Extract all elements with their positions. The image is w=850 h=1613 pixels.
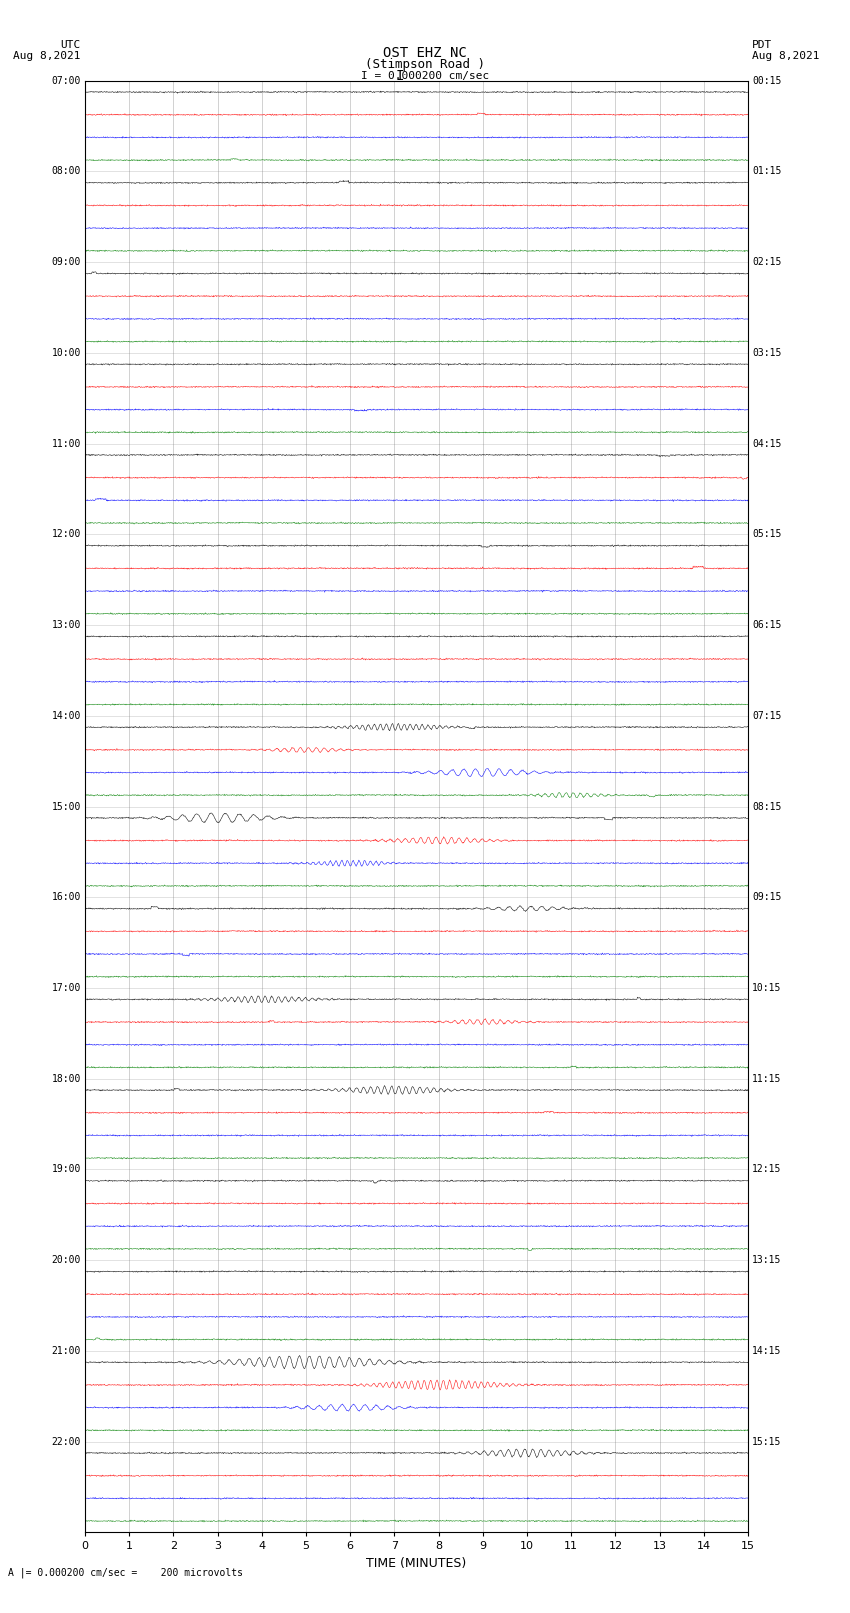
Text: (Stimpson Road ): (Stimpson Road ) [365,58,485,71]
Text: 08:15: 08:15 [752,802,782,811]
Text: 13:15: 13:15 [752,1255,782,1265]
X-axis label: TIME (MINUTES): TIME (MINUTES) [366,1557,467,1569]
Text: 18:00: 18:00 [51,1074,81,1084]
Text: 00:15: 00:15 [752,76,782,85]
Text: 08:00: 08:00 [51,166,81,176]
Text: 11:00: 11:00 [51,439,81,448]
Text: 10:15: 10:15 [752,982,782,994]
Text: 10:00: 10:00 [51,348,81,358]
Text: 22:00: 22:00 [51,1437,81,1447]
Text: UTC: UTC [60,40,81,50]
Text: 14:15: 14:15 [752,1345,782,1357]
Text: A |= 0.000200 cm/sec =    200 microvolts: A |= 0.000200 cm/sec = 200 microvolts [8,1568,243,1578]
Text: I: I [395,69,404,82]
Text: 19:00: 19:00 [51,1165,81,1174]
Text: Aug 8,2021: Aug 8,2021 [752,52,819,61]
Text: 06:15: 06:15 [752,619,782,631]
Text: 20:00: 20:00 [51,1255,81,1265]
Text: 09:00: 09:00 [51,256,81,268]
Text: 03:15: 03:15 [752,348,782,358]
Text: OST EHZ NC: OST EHZ NC [383,47,467,60]
Text: 13:00: 13:00 [51,619,81,631]
Text: 15:15: 15:15 [752,1437,782,1447]
Text: 07:00: 07:00 [51,76,81,85]
Text: 21:00: 21:00 [51,1345,81,1357]
Text: I = 0.000200 cm/sec: I = 0.000200 cm/sec [361,71,489,81]
Text: Aug 8,2021: Aug 8,2021 [14,52,81,61]
Text: 01:15: 01:15 [752,166,782,176]
Text: 17:00: 17:00 [51,982,81,994]
Text: 09:15: 09:15 [752,892,782,902]
Text: 12:15: 12:15 [752,1165,782,1174]
Text: 11:15: 11:15 [752,1074,782,1084]
Text: 02:15: 02:15 [752,256,782,268]
Text: 12:00: 12:00 [51,529,81,539]
Text: 07:15: 07:15 [752,711,782,721]
Text: 05:15: 05:15 [752,529,782,539]
Text: PDT: PDT [752,40,773,50]
Text: 16:00: 16:00 [51,892,81,902]
Text: 04:15: 04:15 [752,439,782,448]
Text: 15:00: 15:00 [51,802,81,811]
Text: 14:00: 14:00 [51,711,81,721]
